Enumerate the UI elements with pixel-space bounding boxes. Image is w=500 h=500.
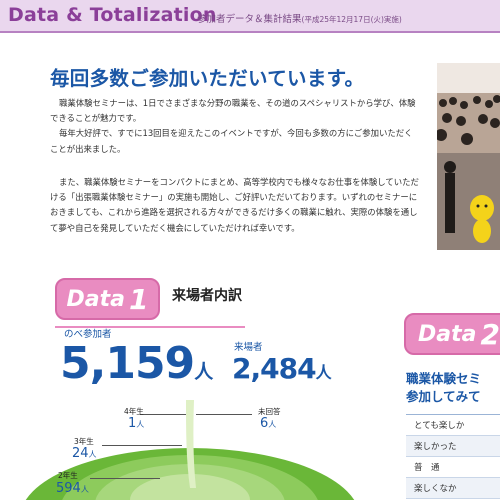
category-2nd-number: 594 (56, 481, 81, 496)
data2-badge-word: Data (418, 321, 477, 347)
center-spike (186, 400, 196, 488)
intro-paragraph-1a: 職業体験セミナーは、1日でさまざまな分野の職業を、その道のスペシャリストから学び… (50, 98, 416, 124)
data1-badge: Data 1 (55, 278, 160, 320)
leader-unanswered (196, 414, 252, 415)
category-unanswered-value: 6人 (260, 416, 276, 431)
leader-4th (140, 414, 186, 415)
category-2nd-value: 594人 (56, 481, 89, 496)
total-participants-label: のべ参加者 (64, 329, 112, 340)
visitors-number: 2,484 (232, 352, 317, 385)
category-3rd-unit: 人 (88, 450, 97, 459)
intro-paragraph-1b: 毎年大好評で、すでに13回目を迎えたこのイベントですが、今回も多数の方にご参加い… (50, 128, 413, 154)
category-4th-number: 1 (128, 416, 137, 431)
event-photo-graphic (437, 63, 500, 250)
data2-badge: Data 2 (404, 313, 500, 355)
total-participants-value: 5,159人 (60, 338, 213, 389)
intro-headline: 毎回多数ご参加いただいています。 (50, 67, 365, 90)
visitors-label: 来場者 (234, 342, 263, 353)
data2-row: 楽しかった (406, 436, 500, 457)
data1-badge-number: 1 (129, 282, 149, 316)
data1-title: 来場者内訳 (172, 288, 242, 304)
data2-row: 普 通 (406, 457, 500, 478)
category-2nd-label: 2年生 (58, 471, 78, 480)
data1-badge-word: Data (66, 286, 125, 312)
category-4th-label: 4年生 (124, 407, 144, 416)
page-header: Data & Totalization 参加者データ＆集計結果(平成25年12月… (0, 0, 500, 33)
intro-paragraph-2: また、職業体験セミナーをコンパクトにまとめ、高等学校内でも様々なお仕事を体験して… (50, 175, 420, 236)
header-title: Data & Totalization (8, 4, 217, 26)
category-3rd-number: 24 (72, 446, 89, 461)
breakdown-chart (25, 400, 355, 500)
header-subtitle-note: (平成25年12月17日(火)実施) (301, 15, 402, 24)
category-unanswered-label: 未回答 (258, 407, 281, 416)
data1-underline (55, 326, 245, 328)
total-participants-number: 5,159 (60, 338, 195, 389)
visitors-unit: 人 (315, 363, 332, 382)
total-participants-unit: 人 (194, 361, 214, 383)
category-4th-unit: 人 (136, 420, 145, 429)
category-unanswered-number: 6 (260, 416, 269, 431)
intro-paragraph-1: 職業体験セミナーは、1日でさまざまな分野の職業を、その道のスペシャリストから学び… (50, 96, 420, 157)
header-subtitle: 参加者データ＆集計結果(平成25年12月17日(火)実施) (197, 11, 402, 25)
data2-badge-number: 2 (480, 317, 500, 351)
leader-3rd (102, 445, 182, 446)
data2-title: 職業体験セミ 参加してみて (406, 370, 481, 406)
data2-row: とても楽しか (406, 415, 500, 436)
data2-title-line1: 職業体験セミ (406, 371, 482, 386)
intro-paragraph-2-text: また、職業体験セミナーをコンパクトにまとめ、高等学校内でも様々なお仕事を体験して… (50, 177, 419, 233)
category-3rd-value: 24人 (72, 446, 97, 461)
category-3rd-label: 3年生 (74, 437, 94, 446)
category-4th-value: 1人 (128, 416, 144, 431)
category-unanswered-unit: 人 (268, 420, 277, 429)
data2-title-line2: 参加してみて (406, 389, 481, 404)
visitors-value: 2,484人 (232, 352, 332, 385)
header-subtitle-text: 参加者データ＆集計結果 (197, 14, 302, 25)
leader-2nd (90, 478, 160, 479)
event-photo (437, 63, 500, 250)
data2-row: 楽しくなか (406, 478, 500, 499)
category-2nd-unit: 人 (80, 485, 89, 494)
data2-table: とても楽しか 楽しかった 普 通 楽しくなか (406, 414, 500, 499)
